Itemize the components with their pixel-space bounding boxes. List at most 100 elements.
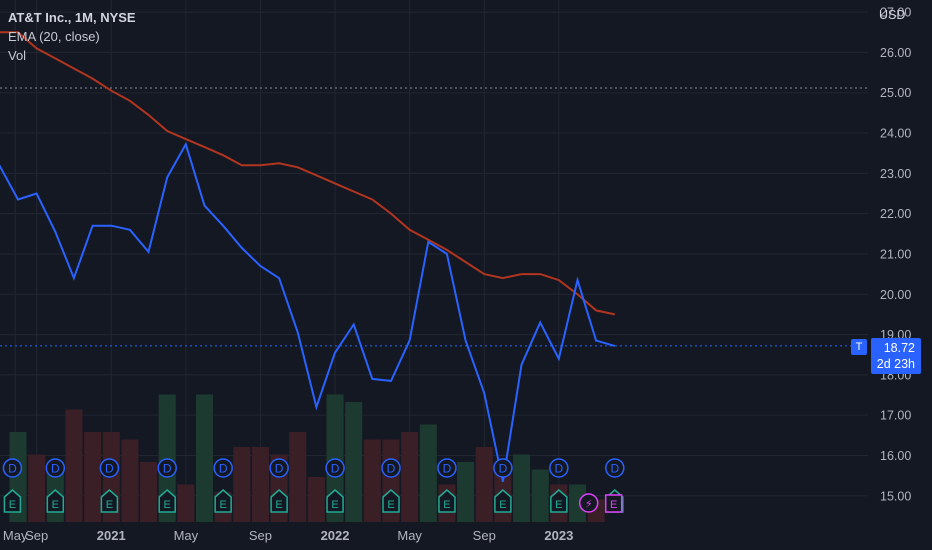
symbol-title[interactable]: AT&T Inc., 1M, NYSE — [8, 10, 136, 25]
svg-text:D: D — [499, 462, 508, 476]
y-tick-label: 17.00 — [880, 409, 911, 423]
dividend-marker[interactable]: D — [605, 458, 625, 478]
earnings-marker[interactable]: E — [326, 489, 344, 513]
dividend-marker[interactable]: D — [269, 458, 289, 478]
last-price-tag: 18.72 2d 23h — [871, 338, 921, 374]
event-markers[interactable]: DDDDDDDDDDDDEEEEEEEEEEEE⚡E — [2, 458, 625, 513]
price-line — [0, 141, 616, 482]
volume-bar — [457, 462, 475, 522]
x-tick-label: Sep — [249, 528, 272, 543]
split-marker[interactable]: ⚡ — [578, 493, 599, 513]
volume-bar — [251, 447, 269, 522]
x-tick-label: May — [174, 528, 199, 543]
earnings-marker[interactable]: E — [550, 489, 568, 513]
svg-text:E: E — [443, 499, 450, 511]
svg-text:D: D — [219, 462, 228, 476]
currency-label[interactable]: USD — [879, 8, 906, 22]
earnings-marker[interactable]: E — [494, 489, 512, 513]
ema-legend-label[interactable]: EMA (20, close) — [8, 29, 100, 44]
chart-legend: AT&T Inc., 1M, NYSE EMA (20, close) Vol — [8, 8, 136, 65]
dividend-marker[interactable]: D — [157, 458, 177, 478]
earnings-marker[interactable]: E — [100, 489, 119, 513]
y-tick-label: 15.00 — [880, 489, 911, 503]
volume-bar — [289, 432, 307, 522]
volume-bar — [569, 484, 586, 522]
volume-bar — [177, 484, 195, 522]
dividend-marker[interactable]: D — [325, 458, 345, 478]
dividend-marker[interactable]: D — [493, 458, 513, 478]
volume-bar — [121, 439, 139, 522]
volume-bar — [28, 454, 46, 522]
svg-text:D: D — [51, 462, 60, 476]
svg-text:E: E — [9, 499, 16, 511]
svg-text:E: E — [610, 499, 617, 511]
earnings-marker[interactable]: E — [438, 489, 456, 513]
bar-countdown: 2d 23h — [876, 357, 915, 371]
y-tick-label: 27.00 — [880, 6, 911, 20]
svg-text:E: E — [387, 499, 394, 511]
volume-bar — [513, 454, 531, 522]
volume-bar — [475, 447, 493, 522]
dividend-marker[interactable]: D — [437, 458, 457, 478]
svg-text:E: E — [106, 499, 113, 511]
ema-line — [0, 31, 616, 316]
volume-legend-label[interactable]: Vol — [8, 48, 27, 63]
svg-text:D: D — [105, 462, 114, 476]
dividend-marker[interactable]: D — [213, 458, 233, 478]
y-tick-label: 21.00 — [880, 247, 911, 261]
dividend-marker[interactable]: D — [549, 458, 569, 478]
last-price-value: 18.72 — [883, 341, 915, 355]
svg-text:D: D — [331, 462, 340, 476]
y-tick-label: 26.00 — [880, 46, 911, 60]
upcoming-earnings-marker[interactable]: E — [604, 494, 623, 513]
x-tick-label: May — [397, 528, 422, 543]
earnings-marker[interactable]: E — [270, 489, 288, 513]
volume-bar — [401, 432, 419, 522]
svg-text:D: D — [275, 462, 284, 476]
earnings-marker[interactable]: E — [158, 489, 176, 513]
volume-bar — [196, 394, 213, 522]
dividend-marker[interactable]: D — [2, 458, 23, 478]
volume-bar — [419, 424, 437, 522]
svg-text:⚡: ⚡ — [585, 498, 593, 511]
earnings-marker[interactable]: E — [382, 489, 400, 513]
svg-text:E: E — [331, 499, 338, 511]
volume-bar — [345, 402, 363, 522]
earnings-marker[interactable]: E — [46, 489, 65, 513]
x-tick-label: Sep — [25, 528, 48, 543]
y-tick-label: 16.00 — [880, 449, 911, 463]
earnings-marker[interactable]: E — [214, 489, 232, 513]
y-tick-label: 20.00 — [880, 288, 911, 302]
dividend-marker[interactable]: D — [45, 458, 66, 478]
y-tick-label: 25.00 — [880, 86, 911, 100]
x-tick-label: Sep — [473, 528, 496, 543]
svg-text:D: D — [610, 462, 619, 476]
volume-bar — [65, 409, 83, 522]
volume-bar — [233, 447, 251, 522]
dividend-marker[interactable]: D — [381, 458, 401, 478]
svg-text:E: E — [275, 499, 282, 511]
svg-text:E: E — [219, 499, 226, 511]
symbol-badge: T — [851, 339, 867, 355]
dividend-marker[interactable]: D — [99, 458, 120, 478]
x-tick-label: 2021 — [97, 528, 126, 543]
volume-bar — [363, 439, 381, 522]
svg-text:D: D — [387, 462, 396, 476]
volume-bar — [140, 462, 158, 522]
svg-text:D: D — [8, 462, 17, 476]
svg-text:D: D — [443, 462, 452, 476]
volume-bar — [84, 432, 102, 522]
earnings-marker[interactable]: E — [3, 489, 22, 513]
x-tick-label: May — [3, 528, 28, 543]
volume-bar — [531, 469, 549, 522]
svg-text:E: E — [164, 499, 171, 511]
x-tick-label: 2022 — [321, 528, 350, 543]
y-tick-label: 22.00 — [880, 207, 911, 221]
svg-text:E: E — [499, 499, 506, 511]
svg-text:D: D — [555, 462, 564, 476]
svg-text:D: D — [163, 462, 172, 476]
svg-text:E: E — [52, 499, 59, 511]
